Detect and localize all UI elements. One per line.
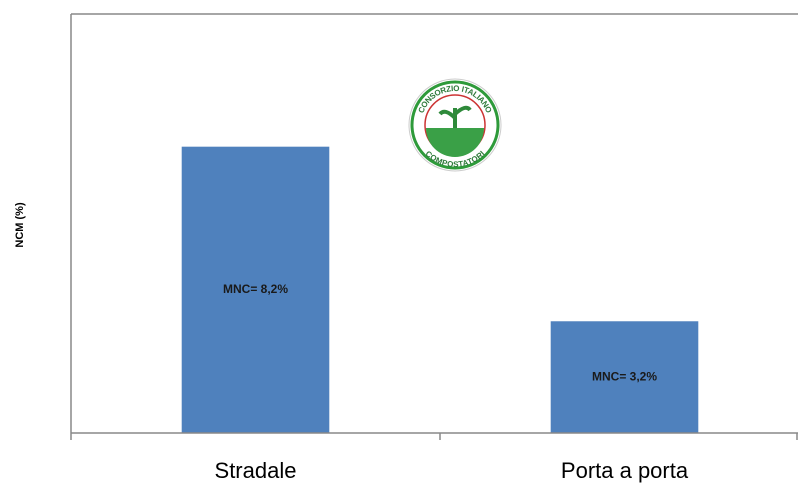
logo: CONSORZIO ITALIANO COMPOSTATORI: [408, 78, 502, 172]
logo-ring: [410, 80, 500, 170]
bar: [550, 321, 699, 433]
data-label: MNC= 3,2%: [592, 369, 657, 383]
y-axis-label: NCM (%): [14, 202, 26, 248]
x-tick-label: Stradale: [215, 458, 297, 483]
data-label: MNC= 8,2%: [223, 282, 288, 296]
logo-ground: [426, 128, 484, 157]
x-tick-label: Porta a porta: [561, 458, 689, 483]
logo-plant: [438, 105, 472, 128]
bar: [181, 146, 330, 433]
